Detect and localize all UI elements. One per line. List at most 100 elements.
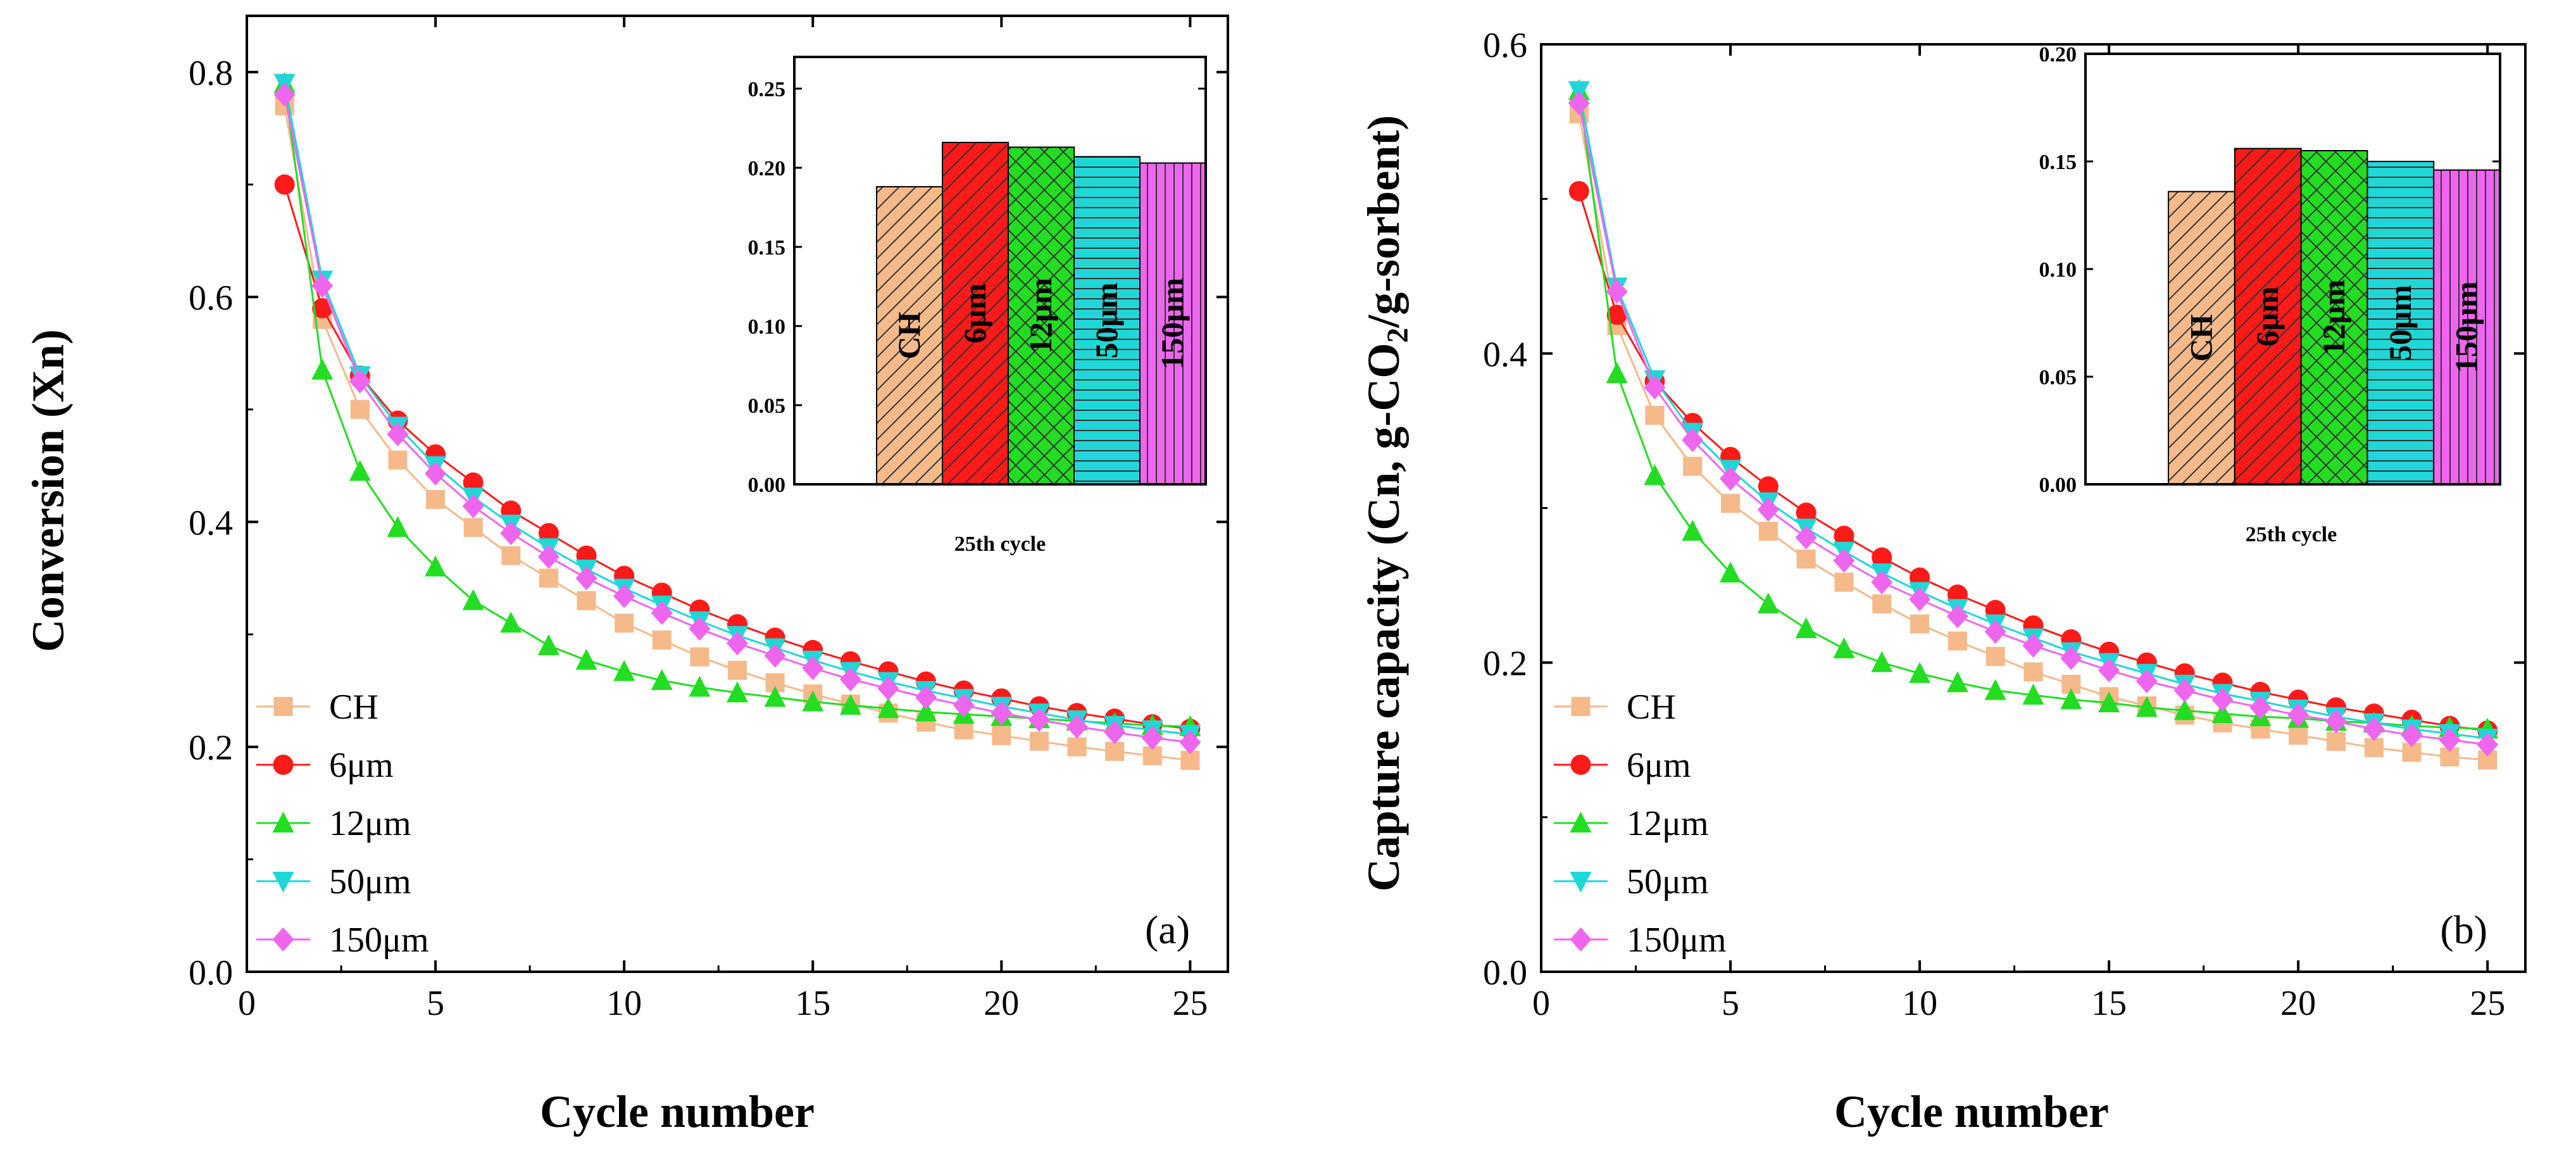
panel-a-point-4-23 <box>1104 720 1126 744</box>
panel-a-ytick-label-2: 0.4 <box>189 503 233 543</box>
panel-a-ytick-label-4: 0.8 <box>189 54 233 93</box>
panel-b-legend-label-2: 12μm <box>1627 804 1709 843</box>
panel-a-point-0-9 <box>577 591 596 610</box>
panel-b-point-4-24 <box>2439 727 2461 752</box>
panel-b-label: (b) <box>2440 907 2487 952</box>
panel-b-point-4-12 <box>1984 619 2006 644</box>
panel-a-label: (a) <box>1145 907 1190 952</box>
panel-a-point-0-11 <box>652 630 672 650</box>
panel-a-ylabel: Conversion (Xn) <box>23 329 73 652</box>
panel-a-point-2-7 <box>500 612 522 633</box>
panel-a-ytick-label-3: 0.6 <box>189 279 233 318</box>
panel-b: Cycle number Capture capacity (Cn, g-CO2… <box>1358 115 2487 1137</box>
panel-a-point-2-9 <box>575 648 597 670</box>
panel-b-point-4-9 <box>1871 570 1893 594</box>
panel-a-point-0-8 <box>539 569 558 588</box>
panel-b-point-2-13 <box>2022 683 2044 705</box>
panel-a-point-4-13 <box>727 631 748 656</box>
panel-a-point-2-8 <box>537 634 560 655</box>
panel-b-inset-bar-label-2: 12μm <box>2316 280 2351 356</box>
panel-b-point-1-7 <box>1796 502 1816 523</box>
panel-b-point-0-9 <box>1872 594 1892 613</box>
panel-a-point-4-8 <box>537 544 560 569</box>
panel-b-point-2-6 <box>1757 592 1779 613</box>
panel-b-legend-label-4: 150μm <box>1627 920 1727 960</box>
panel-a-xtick-label-25: 25 <box>1172 984 1208 1023</box>
panel-b-point-4-3 <box>1644 375 1666 400</box>
panel-b-inset-bar-pattern-4 <box>2433 169 2501 485</box>
panel-b-point-0-13 <box>2023 662 2043 682</box>
panel-b-inset-ytick-label-2: 0.10 <box>2039 258 2077 282</box>
panel-b-legend-label-1: 6μm <box>1627 746 1691 785</box>
panel-b-plot: 0 5 10 15 20 25 0.0 0.2 0.4 0.6 CH 6μm 12μm 50μm 150μm… <box>1483 26 2527 1023</box>
panel-b-inset-bar-pattern-2 <box>2300 150 2368 485</box>
panel-a-point-2-15 <box>802 690 824 712</box>
panel-a-inset-frame <box>793 56 1207 486</box>
panel-a-point-4-20 <box>991 701 1013 726</box>
panel-b-point-4-21 <box>2325 709 2347 734</box>
panel-a-point-4-25 <box>1179 730 1201 755</box>
panel-b-ylabel-subscript: 2 <box>1381 328 1415 343</box>
panel-a-point-2-13 <box>727 681 748 703</box>
panel-a-inset-ytick-label-4: 0.20 <box>748 157 786 180</box>
panel-a-xtick-label-15: 15 <box>795 984 830 1023</box>
panel-b-legend-label-3: 50μm <box>1627 862 1709 902</box>
panel-b-point-2-7 <box>1795 617 1817 638</box>
panel-b-point-0-20 <box>2289 726 2308 745</box>
panel-a-inset-ytick-label-1: 0.05 <box>748 394 786 418</box>
panel-a-point-4-4 <box>387 422 409 446</box>
panel-a-inset-bar-label-1: 6μm <box>957 284 992 344</box>
panel-a-point-2-14 <box>764 686 786 707</box>
panel-a-point-0-13 <box>728 660 747 680</box>
panel-a-xtick-label-5: 5 <box>427 984 444 1023</box>
panel-a-point-1-6 <box>463 472 484 493</box>
panel-a-point-2-3 <box>349 460 371 481</box>
panel-a-plot: 0 5 10 15 20 25 0.0 0.2 0.4 0.6 0.8 CH 6μm 12μm 50μm 15… <box>189 15 1229 1023</box>
panel-a-xtick-label-0: 0 <box>238 984 256 1023</box>
panel-a-inset-xlabel: 25th cycle <box>954 532 1046 556</box>
panel-a-point-2-17 <box>877 697 899 719</box>
panel-b-point-0-4 <box>1683 456 1703 476</box>
panel-b-point-1-1 <box>1568 180 1589 201</box>
panel-b-inset-bar-label-4: 150μm <box>2449 281 2484 373</box>
panel-b-point-1-8 <box>1834 525 1854 546</box>
panel-a-point-4-11 <box>651 601 673 625</box>
panel-b-point-4-14 <box>2060 646 2082 670</box>
panel-a-ytick-label-1: 0.2 <box>189 729 233 768</box>
panel-b-inset-xlabel: 25th cycle <box>2246 523 2337 546</box>
panel-a-point-0-22 <box>1067 737 1087 757</box>
panel-b-point-2-5 <box>1720 562 1742 583</box>
panel-b-point-0-21 <box>2326 732 2346 751</box>
panel-a-point-4-7 <box>500 521 522 546</box>
panel-b-ytick-label-2: 0.4 <box>1483 335 1527 374</box>
panel-b-ytick-label-0: 0.0 <box>1483 953 1527 993</box>
panel-b-point-2-12 <box>1984 679 2006 700</box>
panel-a-point-1-8 <box>538 523 559 544</box>
panel-a-point-2-11 <box>651 669 673 690</box>
panel-b-point-2-10 <box>1909 662 1931 683</box>
panel-a-point-0-6 <box>463 518 483 537</box>
panel-a-point-4-10 <box>613 584 635 608</box>
panel-a-point-4-6 <box>462 494 484 518</box>
panel-a-legend-marker-3 <box>272 872 294 893</box>
panel-a-legend-label-4: 150μm <box>329 920 429 960</box>
panel-a-point-4-3 <box>349 369 371 394</box>
panel-b-point-4-25 <box>2477 732 2499 757</box>
panel-a-point-4-5 <box>425 462 447 486</box>
panel-b-point-0-12 <box>1985 646 2005 666</box>
panel-a-point-4-19 <box>953 693 975 717</box>
panel-b-point-4-22 <box>2363 717 2385 741</box>
panel-a-xlabel: Cycle number <box>540 1086 815 1137</box>
panel-b-point-4-2 <box>1606 279 1628 304</box>
panel-b-point-4-15 <box>2098 658 2120 682</box>
panel-a-point-0-7 <box>501 546 521 565</box>
panel-a-xtick-label-10: 10 <box>606 984 642 1023</box>
panel-b-point-2-2 <box>1606 362 1628 384</box>
panel-a-point-4-22 <box>1066 714 1088 739</box>
panel-b-legend-label-0: CH <box>1627 688 1676 727</box>
panel-a-point-0-20 <box>992 726 1011 745</box>
panel-b-ylabel-tail: /g-sorbent) <box>1358 115 1409 329</box>
panel-a-legend-marker-1 <box>273 755 294 775</box>
panel-b-legend-marker-0 <box>1571 697 1591 716</box>
